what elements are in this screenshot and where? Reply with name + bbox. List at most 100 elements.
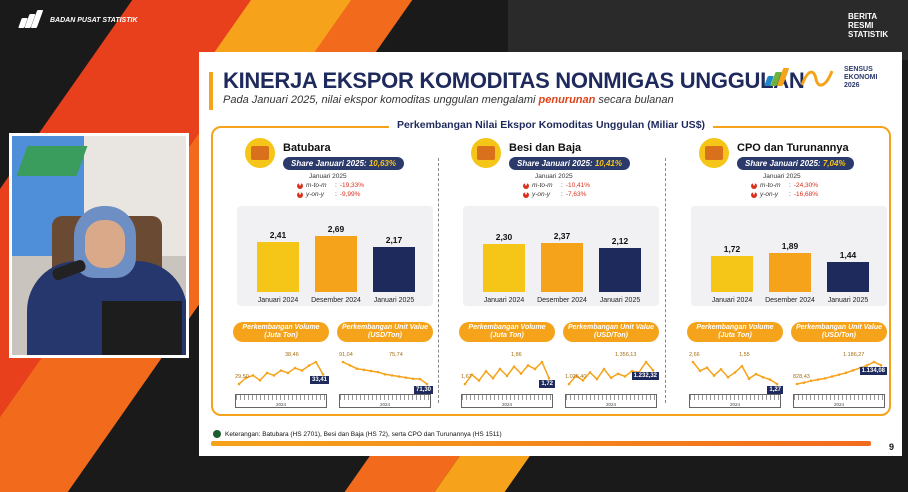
series-point — [383, 373, 387, 376]
series-point — [286, 371, 290, 375]
series-point — [376, 370, 380, 374]
series-point — [362, 368, 366, 372]
series-point — [630, 369, 634, 373]
unit-value-pill: Perkembangan Unit Value (USD/Ton) — [791, 322, 887, 342]
bar-value-label: 1,72 — [723, 244, 741, 255]
slide-logos: SENSUS EKONOMI 2026 — [764, 66, 884, 90]
axis-ticks — [236, 395, 326, 400]
colon: : — [561, 191, 563, 198]
series-point — [293, 366, 297, 370]
axis-ticks — [566, 395, 656, 400]
share-value: 10,63% — [368, 159, 396, 168]
last-value-label: 71,30 — [413, 386, 433, 394]
x-axis: 2024 — [339, 394, 431, 408]
share-badge: Share Januari 2025: 10,63% — [283, 157, 404, 170]
series-point — [348, 364, 352, 367]
series-point — [644, 360, 648, 364]
change-label: y-on-y — [306, 191, 325, 198]
series-point — [418, 377, 422, 381]
volume-line-chart: 29,50 38,46 33,41 2024 — [235, 346, 333, 410]
bps-logo-icon — [18, 10, 44, 30]
sensus-ekonomi-label: SENSUS EKONOMI 2026 — [844, 66, 878, 89]
bar-value-label: 2,69 — [327, 224, 345, 235]
series-point — [279, 369, 283, 372]
series-point — [616, 372, 620, 376]
footnote: Keterangan: Batubara (HS 2701), Besi dan… — [213, 430, 502, 438]
last-value-label: 1.232,32 — [631, 372, 659, 381]
change-label: m-to-m — [532, 182, 553, 189]
series-point — [477, 379, 481, 382]
series-point — [651, 368, 655, 372]
series-point — [533, 367, 537, 371]
bg-band — [508, 0, 908, 60]
series-point — [698, 369, 702, 373]
share-label: Share Januari 2025: — [517, 159, 595, 168]
x-axis: 2024 — [565, 394, 657, 408]
series-point — [816, 378, 820, 381]
bar — [769, 252, 811, 292]
series-point — [588, 371, 592, 374]
first-value-label: 29,50 — [235, 374, 249, 380]
series-point — [244, 376, 248, 380]
icon-shape — [251, 146, 269, 160]
change-value: -16,68% — [793, 191, 819, 198]
series-point — [463, 382, 467, 386]
bar-category-label: Januari 2024 — [257, 297, 299, 304]
x-axis: 2024 — [235, 394, 327, 408]
bar — [257, 242, 299, 292]
series-point — [300, 369, 304, 372]
axis-year-label: 2024 — [729, 402, 740, 407]
change-label: y-on-y — [532, 191, 551, 198]
series-point — [505, 374, 509, 378]
series-point — [823, 377, 827, 380]
first-value-label: 1.026,40 — [565, 374, 587, 380]
change-value: -9,99% — [339, 191, 361, 198]
colon: : — [789, 182, 791, 189]
page-number: 9 — [888, 442, 894, 452]
change-row-y-on-y: ▼ y-on-y: -16,68% — [751, 190, 818, 199]
last-value-label: 1.134,08 — [859, 367, 887, 376]
down-arrow-icon: ▼ — [751, 191, 757, 198]
palm-oil-icon — [699, 138, 729, 168]
axis-year-label: 2024 — [833, 402, 844, 407]
change-row-m-to-m: ▼ m-to-m: -24,30% — [751, 181, 818, 190]
commodity-column: CPO dan Turunannya Share Januari 2025: 7,… — [669, 136, 891, 414]
series-point — [726, 375, 730, 379]
peak-value-label: 38,46 — [285, 352, 299, 358]
series-point — [705, 366, 709, 369]
change-summary: Januari 2025 ▼ m-to-m: -10,41% ▼ y-on-y: -7,63… — [523, 172, 590, 199]
series-point — [547, 376, 551, 380]
series-line — [464, 360, 550, 385]
share-label: Share Januari 2025: — [291, 159, 369, 168]
series-point — [795, 382, 799, 386]
x-axis: 2024 — [461, 394, 553, 408]
series-point — [307, 364, 311, 367]
series-point — [425, 382, 429, 386]
bar-value-label: 2,12 — [611, 236, 629, 247]
title-accent — [209, 72, 213, 110]
series-point — [341, 360, 345, 364]
axis-year-label: 2024 — [501, 402, 512, 407]
bps-logo: BADAN PUSAT STATISTIK — [18, 10, 138, 30]
subtitle-highlight: penurunan — [538, 94, 596, 106]
bar-value-label: 2,37 — [553, 231, 571, 242]
footnote-text: Keterangan: Batubara (HS 2701), Besi dan… — [225, 430, 502, 438]
commodity-name: Batubara — [283, 142, 331, 154]
axis-year-label: 2024 — [379, 402, 390, 407]
series-point — [404, 376, 408, 379]
bar-category-label: Januari 2025 — [373, 297, 415, 304]
down-arrow-icon: ▼ — [297, 182, 303, 189]
bar-value-label: 2,41 — [269, 230, 287, 241]
axis-ticks — [690, 395, 780, 400]
volume-pill: Perkembangan Volume (Juta Ton) — [687, 322, 783, 342]
last-value-label: 33,41 — [309, 376, 329, 385]
x-axis: 2024 — [793, 394, 885, 408]
series-point — [851, 369, 855, 372]
change-value: -7,63% — [565, 191, 587, 198]
laptop-icon — [102, 301, 182, 355]
change-label: m-to-m — [306, 182, 327, 189]
volume-pill: Perkembangan Volume (Juta Ton) — [459, 322, 555, 342]
bar-category-label: Januari 2025 — [827, 297, 869, 304]
series-point — [567, 382, 571, 386]
bar-value-label: 2,17 — [385, 235, 403, 246]
